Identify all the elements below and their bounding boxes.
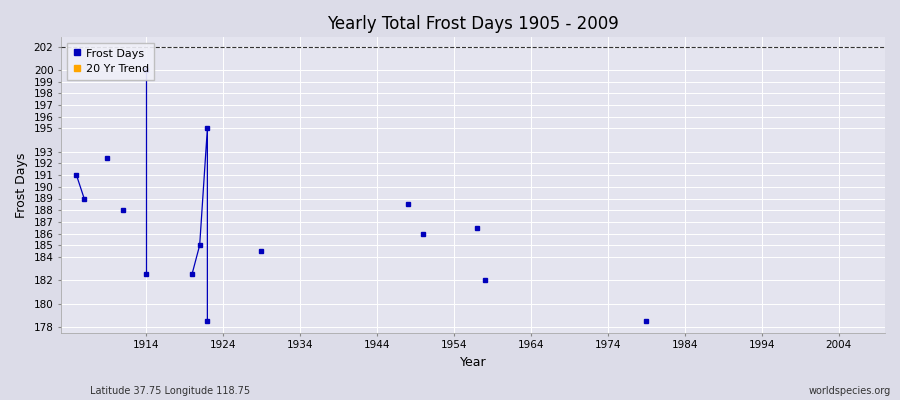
Text: Latitude 37.75 Longitude 118.75: Latitude 37.75 Longitude 118.75: [90, 386, 250, 396]
Title: Yearly Total Frost Days 1905 - 2009: Yearly Total Frost Days 1905 - 2009: [328, 15, 619, 33]
Text: worldspecies.org: worldspecies.org: [809, 386, 891, 396]
Legend: Frost Days, 20 Yr Trend: Frost Days, 20 Yr Trend: [67, 43, 154, 80]
Y-axis label: Frost Days: Frost Days: [15, 152, 28, 218]
X-axis label: Year: Year: [460, 356, 486, 369]
